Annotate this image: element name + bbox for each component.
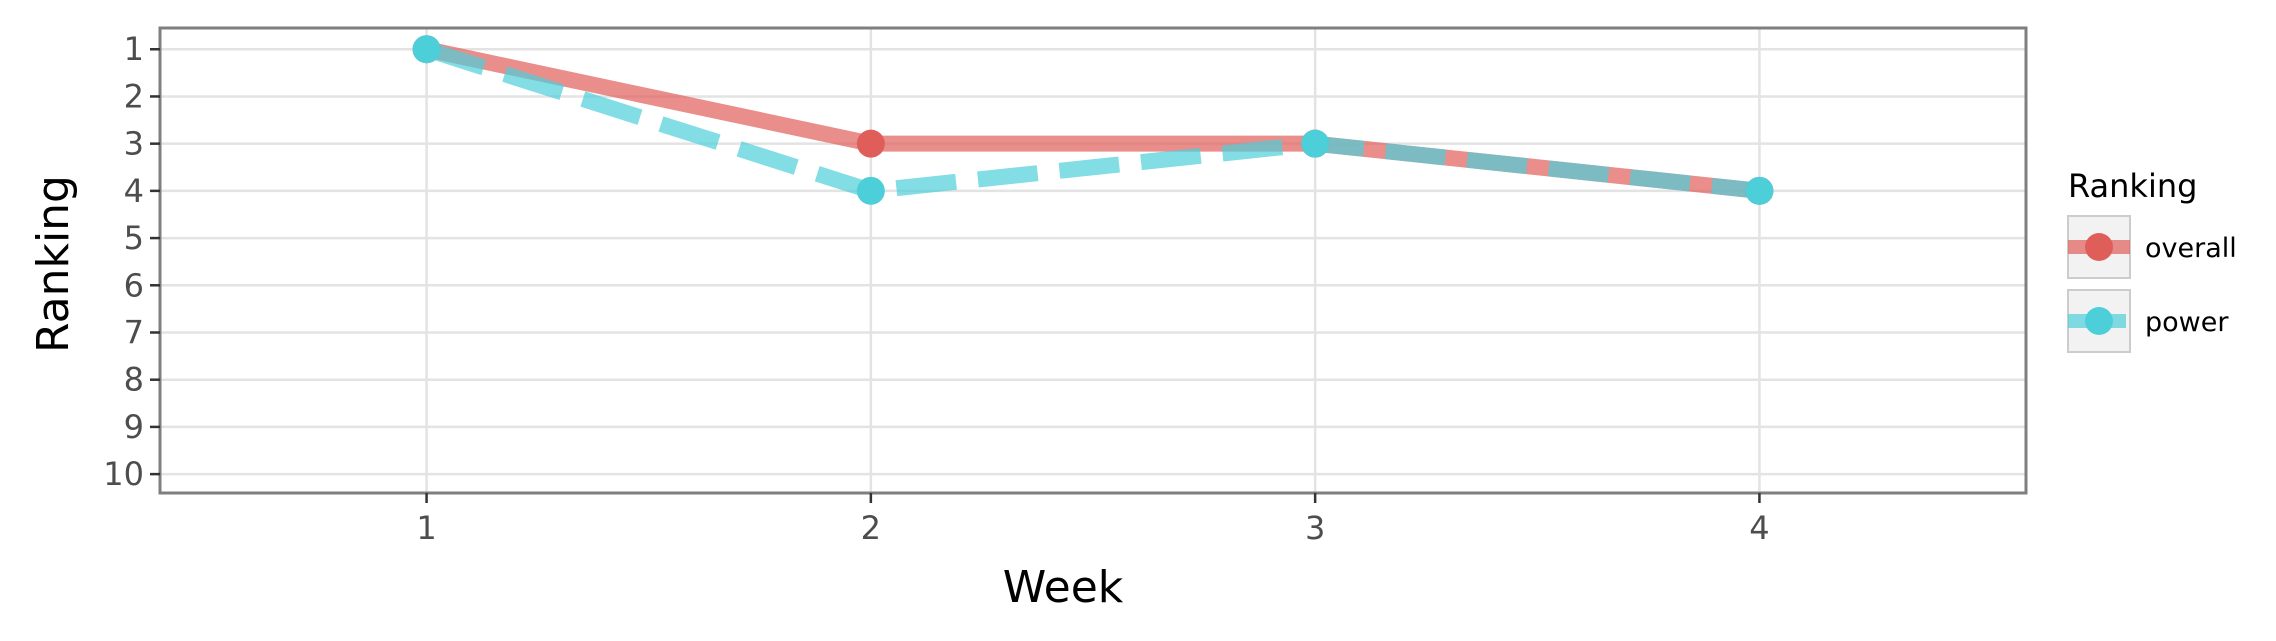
legend-marker-power: [2085, 307, 2113, 335]
y-axis-title: Ranking: [28, 175, 79, 353]
y-tick-label: 2: [124, 77, 144, 115]
x-tick-label: 4: [1749, 509, 1769, 547]
legend-label-power: power: [2145, 307, 2229, 338]
series-line-power: [424, 41, 1761, 199]
x-axis-ticks: 1 2 3 4: [416, 493, 1770, 547]
plot-border: [158, 26, 2028, 495]
y-tick-label: 7: [124, 313, 144, 351]
x-tick-label: 1: [416, 509, 436, 547]
plot-background: [160, 28, 2026, 493]
data-point-power: [856, 176, 885, 205]
y-tick-label: 9: [124, 408, 144, 446]
x-tick-label: 3: [1305, 509, 1325, 547]
grid: [160, 28, 2026, 493]
series-lines: [424, 41, 1761, 199]
legend-title: Ranking: [2068, 167, 2197, 205]
x-axis-title: Week: [1003, 562, 1124, 613]
data-point-power: [1745, 176, 1774, 205]
data-point-overall: [856, 129, 885, 158]
series-line-overall: [424, 41, 1761, 199]
series-points: [412, 35, 1774, 205]
legend-label-overall: overall: [2145, 233, 2237, 264]
y-tick-label: 1: [124, 30, 144, 68]
y-axis-ticks: 1 2 3 4 5 6 7 8 9 10: [103, 30, 160, 493]
legend-marker-overall: [2085, 233, 2113, 261]
data-point-power: [412, 35, 441, 64]
y-tick-label: 8: [124, 361, 144, 399]
legend: Ranking overall power: [2067, 167, 2237, 353]
y-tick-label: 5: [124, 219, 144, 257]
y-tick-label: 4: [124, 172, 144, 210]
y-tick-label: 6: [124, 266, 144, 304]
data-point-power: [1301, 129, 1330, 158]
x-tick-label: 2: [861, 509, 881, 547]
y-tick-label: 10: [103, 455, 144, 493]
y-tick-label: 3: [124, 125, 144, 163]
